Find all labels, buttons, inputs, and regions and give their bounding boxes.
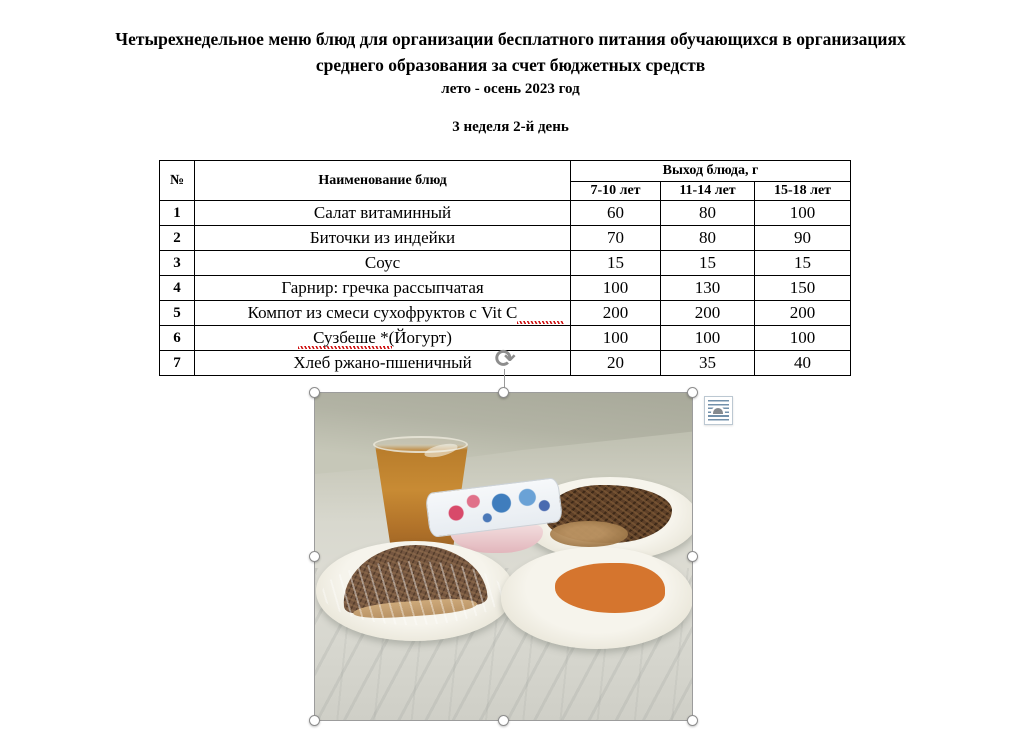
table-header-row: № Наименование блюд Выход блюда, г	[159, 160, 851, 201]
food-photo[interactable]: ⟳	[309, 346, 733, 726]
plastic-wrap-shine	[322, 561, 504, 625]
row-number-cell: 6	[159, 325, 195, 351]
row-number-cell: 4	[159, 275, 195, 301]
col-output-header: Выход блюда, г	[570, 160, 851, 182]
rotate-handle-icon[interactable]: ⟳	[494, 344, 516, 373]
table-row: 4 Гарнир: гречка рассыпчатая 100 130 150	[159, 275, 851, 301]
day-heading: 3 неделя 2-й день	[452, 119, 569, 135]
carrot-salad-portion	[555, 563, 665, 613]
document-title: Четырехнедельное меню блюд для организац…	[0, 26, 1021, 100]
title-line-1: Четырехнедельное меню блюд для организац…	[115, 29, 906, 49]
text-wrap-arch-icon	[711, 406, 725, 414]
resize-handle-top-left[interactable]	[309, 387, 320, 398]
resize-handle-bottom-left[interactable]	[309, 715, 320, 726]
dish-name-text: Компот из смеси сухофруктов с Vit C	[247, 303, 518, 322]
dish-name-cell: Соус	[194, 250, 571, 276]
portion-cell-11-14: 80	[660, 200, 755, 226]
portion-cell-11-14: 80	[660, 225, 755, 251]
dish-name-cell: Биточки из индейки	[194, 225, 571, 251]
portion-cell-11-14: 200	[660, 300, 755, 326]
resize-handle-top-center[interactable]	[497, 387, 509, 398]
portion-cell-7-10: 20	[570, 350, 661, 376]
buckwheat-plate	[522, 477, 692, 561]
menu-table: № Наименование блюд Выход блюда, г 7-10 …	[159, 160, 851, 376]
row-number-cell: 1	[159, 200, 195, 226]
row-number-cell: 2	[159, 225, 195, 251]
layout-options-button[interactable]	[704, 396, 733, 425]
title-season: лето - осень 2023 год	[441, 81, 580, 97]
title-line-2: среднего образования за счет бюджетных с…	[315, 55, 706, 75]
food-photo-canvas	[315, 393, 692, 720]
resize-handle-middle-left[interactable]	[309, 550, 320, 562]
portion-cell-15-18: 90	[754, 225, 851, 251]
portion-cell-15-18: 100	[754, 200, 851, 226]
dish-name-cell: Компот из смеси сухофруктов с Vit C	[194, 300, 571, 326]
portion-cell-7-10: 15	[570, 250, 661, 276]
portion-cell-15-18: 200	[754, 300, 851, 326]
table-row: 5 Компот из смеси сухофруктов с Vit C 20…	[159, 300, 851, 326]
portion-cell-7-10: 60	[570, 200, 661, 226]
dish-name-cell: Салат витаминный	[194, 200, 571, 226]
table-row: 6 Сузбеше *(Йогурт) 100 100 100	[159, 325, 851, 351]
col-num-header: №	[159, 160, 195, 201]
carrot-salad-plate	[501, 547, 692, 649]
table-row: 7 Хлеб ржано-пшеничный 20 35 40	[159, 350, 851, 376]
age-group-header-7-10: 7-10 лет	[570, 181, 661, 201]
portion-cell-11-14: 35	[660, 350, 755, 376]
portion-cell-7-10: 100	[570, 325, 661, 351]
layout-options-icon	[708, 400, 729, 421]
bread-plate	[316, 540, 514, 641]
spellcheck-squiggle	[517, 321, 564, 324]
dish-name-cell: Гарнир: гречка рассыпчатая	[194, 275, 571, 301]
table-row: 3 Соус 15 15 15	[159, 250, 851, 276]
portion-cell-15-18: 150	[754, 275, 851, 301]
resize-handle-bottom-right[interactable]	[687, 715, 698, 726]
age-group-header-11-14: 11-14 лет	[660, 181, 755, 201]
resize-handle-middle-right[interactable]	[687, 550, 698, 562]
row-number-cell: 5	[159, 300, 195, 326]
portion-cell-11-14: 130	[660, 275, 755, 301]
portion-cell-15-18: 15	[754, 250, 851, 276]
dish-name-cell: Хлеб ржано-пшеничный	[194, 350, 571, 376]
portion-cell-11-14: 100	[660, 325, 755, 351]
rotate-handle-line	[503, 369, 505, 388]
resize-handle-top-right[interactable]	[687, 387, 698, 398]
portion-cell-15-18: 100	[754, 325, 851, 351]
col-dish-header: Наименование блюд	[194, 160, 571, 201]
resize-handle-bottom-center[interactable]	[497, 715, 509, 726]
portion-cell-7-10: 100	[570, 275, 661, 301]
dish-name-cell: Сузбеше *(Йогурт)	[194, 325, 571, 351]
turkey-cutlet	[550, 521, 628, 547]
age-group-header-15-18: 15-18 лет	[754, 181, 851, 201]
row-number-cell: 3	[159, 250, 195, 276]
portion-cell-7-10: 70	[570, 225, 661, 251]
portion-cell-7-10: 200	[570, 300, 661, 326]
dish-name-text: Сузбеше *(Йогурт)	[313, 328, 452, 347]
table-row: 2 Биточки из индейки 70 80 90	[159, 225, 851, 251]
table-row: 1 Салат витаминный 60 80 100	[159, 200, 851, 226]
portion-cell-15-18: 40	[754, 350, 851, 376]
row-number-cell: 7	[159, 350, 195, 376]
portion-cell-11-14: 15	[660, 250, 755, 276]
